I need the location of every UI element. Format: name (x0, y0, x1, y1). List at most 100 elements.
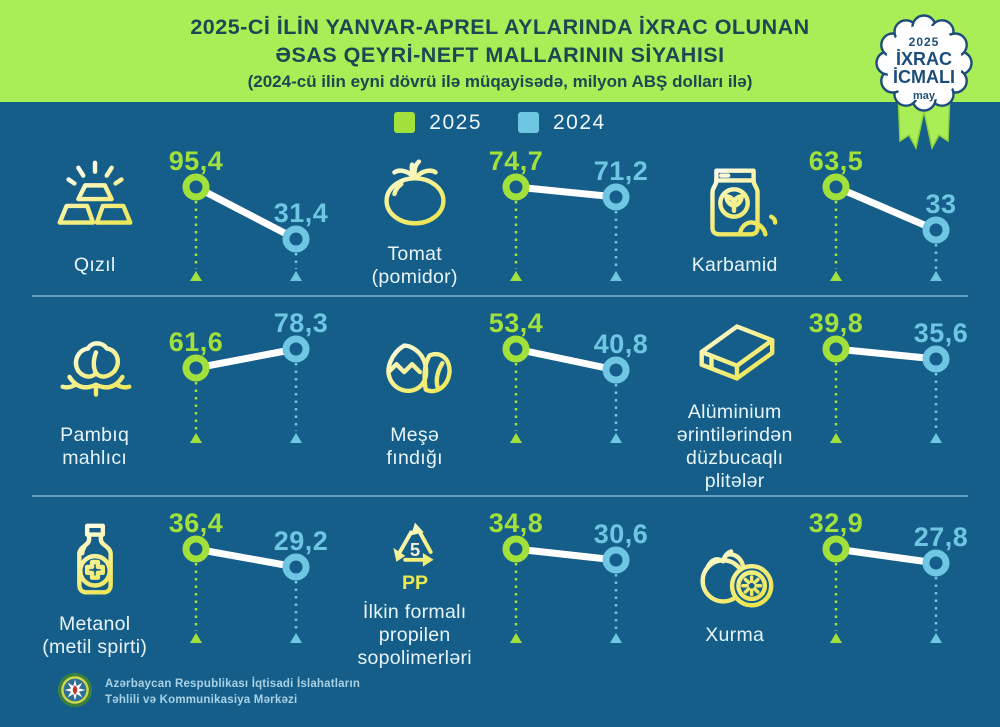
item-5: Meşə fındığı 53,4 40,8 (342, 299, 658, 493)
pp-recycle-icon: 5 PP (364, 503, 466, 597)
chart-block: 74,7 71,2 (487, 141, 658, 293)
baseline-arrow-2025 (509, 632, 522, 643)
item-4: Pambıq mahlıcı 61,6 78,3 (22, 299, 338, 493)
data-point-2024 (282, 225, 310, 253)
trend-chart: 61,6 78,3 (168, 308, 328, 443)
items-grid: Qızıl 95,4 31,4 Tomat (pomidor) 74,7 71,2 Kar… (22, 137, 978, 671)
value-2024: 71,2 (593, 156, 648, 186)
trend-chart: 34,8 30,6 (488, 508, 648, 643)
seal-face (886, 25, 962, 101)
trend-chart: 74,7 71,2 (488, 146, 648, 281)
value-2025: 95,4 (168, 146, 223, 176)
hazelnut-icon (364, 326, 466, 420)
item-7: Metanol (metil spirti) 36,4 29,2 (22, 499, 338, 671)
value-2024: 27,8 (913, 522, 968, 552)
trend-line (512, 545, 620, 564)
data-point-2024 (602, 546, 630, 574)
chart-block: 36,4 29,2 (167, 503, 338, 655)
baseline-arrow-2025 (829, 432, 842, 443)
footer: Azərbaycan Respublikası İqtisadi İslahat… (56, 671, 978, 714)
page-title-line1: 2025-Cİ İLİN YANVAR-APREL AYLARINDA İXRA… (190, 15, 810, 39)
chart-block: 34,8 30,6 (487, 503, 658, 655)
data-point-2024 (922, 345, 950, 373)
chart-block: 32,9 27,8 (807, 503, 978, 655)
item-label: Tomat (pomidor) (371, 242, 458, 288)
baseline-arrow-2025 (189, 270, 202, 281)
cotton-icon (44, 326, 146, 420)
baseline-arrow-2025 (509, 432, 522, 443)
baseline-arrow-2025 (829, 632, 842, 643)
baseline-arrow-2024 (289, 432, 302, 443)
baseline-arrow-2024 (289, 632, 302, 643)
data-point-2025 (182, 173, 210, 201)
chart-block: 39,8 35,6 (807, 303, 978, 455)
page-subtitle: (2024-cü ilin eyni dövrü ilə müqayisədə,… (247, 71, 753, 91)
item-2: Tomat (pomidor) 74,7 71,2 (342, 137, 658, 293)
infographic-page: 2025-Cİ İLİN YANVAR-APREL AYLARINDA İXRA… (0, 0, 1000, 707)
fertilizer-bag-icon (684, 156, 786, 250)
data-point-2025 (502, 173, 530, 201)
value-2024: 30,6 (593, 519, 648, 549)
data-point-2025 (502, 335, 530, 363)
value-2025: 32,9 (808, 508, 863, 538)
badge-title-line1: İXRAC (896, 49, 952, 69)
gold-bars-icon (44, 156, 146, 250)
value-2025: 36,4 (168, 508, 223, 538)
trend-line (832, 545, 940, 567)
data-point-2024 (602, 183, 630, 211)
baseline-arrow-2024 (609, 270, 622, 281)
baseline-arrow-2024 (609, 632, 622, 643)
trend-line (832, 345, 940, 363)
data-point-2025 (182, 535, 210, 563)
data-point-2024 (602, 356, 630, 384)
legend-swatch-2025 (394, 112, 416, 134)
legend-label-2024: 2024 (553, 110, 606, 134)
footer-org-line1: Azərbaycan Respublikası İqtisadi İslahat… (105, 677, 361, 690)
trend-line (512, 345, 620, 374)
trend-chart: 53,4 40,8 (488, 308, 648, 443)
value-2024: 78,3 (273, 308, 328, 338)
baseline-arrow-2025 (189, 632, 202, 643)
value-2025: 53,4 (488, 308, 543, 338)
item-3: Karbamid 63,5 33 (662, 137, 978, 293)
trend-line (832, 183, 940, 234)
value-2024: 40,8 (593, 329, 648, 359)
value-2025: 74,7 (488, 146, 543, 176)
chart-block: 95,4 31,4 (167, 141, 338, 293)
item-9: Xurma 32,9 27,8 (662, 499, 978, 671)
value-2025: 61,6 (168, 327, 223, 357)
value-2024: 31,4 (273, 198, 328, 228)
tomato-icon (364, 145, 466, 239)
baseline-arrow-2024 (289, 270, 302, 281)
item-label: Meşə fındığı (386, 423, 443, 469)
value-2025: 34,8 (488, 508, 543, 538)
methanol-bottle-icon (44, 515, 146, 609)
value-2025: 63,5 (808, 146, 863, 176)
header: 2025-Cİ İLİN YANVAR-APREL AYLARINDA İXRA… (0, 0, 1000, 151)
value-2024: 35,6 (913, 318, 968, 348)
trend-chart: 39,8 35,6 (808, 308, 968, 443)
item-1: Qızıl 95,4 31,4 (22, 137, 338, 293)
baseline-arrow-2024 (929, 632, 942, 643)
trend-line (192, 545, 300, 571)
item-8: 5 PP İlkin formalı propilen sopolimerləri 34… (342, 499, 658, 671)
trend-chart: 95,4 31,4 (168, 146, 328, 281)
data-point-2025 (502, 535, 530, 563)
badge-year: 2025 (909, 35, 940, 49)
data-point-2024 (282, 335, 310, 363)
legend-swatch-2024 (518, 112, 539, 134)
main-area: 2025 2024 Qızıl 95,4 31,4 Tomat (pomidor) 74… (0, 101, 1000, 727)
chart-block: 61,6 78,3 (167, 303, 338, 455)
legend: 2025 2024 (394, 111, 605, 135)
resin-code-letters: PP (402, 572, 428, 594)
value-2025: 39,8 (808, 308, 863, 338)
item-label: Xurma (705, 624, 765, 647)
item-label: Pambıq mahlıcı (60, 423, 130, 469)
footer-org-line2: Təhlili və Kommunikasiya Mərkəzi (105, 694, 298, 707)
trend-line (512, 183, 620, 201)
chart-block: 63,5 33 (807, 141, 978, 293)
item-label: Qızıl (73, 254, 116, 277)
footer-org-name: Azərbaycan Respublikası İqtisadi İslahat… (105, 676, 360, 709)
persimmon-icon (684, 526, 786, 620)
data-point-2024 (922, 216, 950, 244)
